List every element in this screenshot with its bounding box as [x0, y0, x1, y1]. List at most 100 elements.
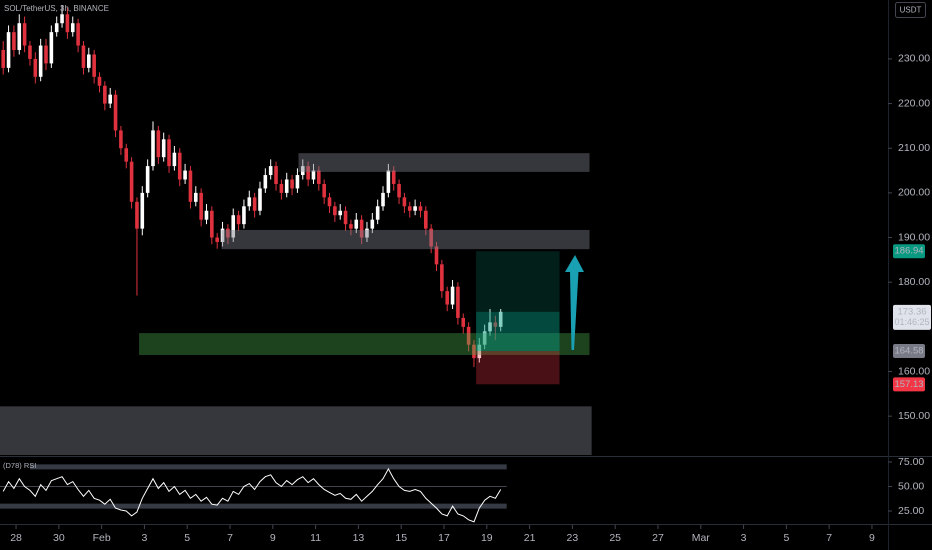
candle-body — [424, 210, 428, 229]
candle-body — [193, 192, 198, 202]
x-tick-label: 15 — [395, 532, 407, 544]
candle-body — [284, 179, 289, 193]
candle-body — [199, 192, 203, 220]
candle-body — [349, 224, 353, 229]
candle-body — [145, 166, 150, 193]
candle-body — [381, 192, 385, 207]
candle-body — [290, 179, 294, 189]
candle-body — [70, 23, 75, 33]
candle-body — [242, 206, 246, 225]
candle-body — [113, 94, 118, 131]
plot-layer — [0, 5, 592, 523]
candle-body — [108, 94, 112, 104]
currency-box[interactable] — [895, 2, 926, 18]
candle-body — [60, 14, 64, 24]
rsi-y-tick-label: 25.00 — [898, 505, 924, 517]
candle-body — [359, 219, 364, 238]
candle-body — [161, 139, 166, 158]
x-tick-label: 11 — [310, 532, 321, 544]
up-arrow — [565, 255, 584, 350]
candle-body — [445, 291, 450, 305]
x-tick-label: 23 — [567, 532, 579, 544]
candle-body — [306, 166, 310, 180]
candle-body — [461, 317, 466, 327]
candle-body — [151, 130, 155, 167]
x-tick-label: 9 — [270, 532, 276, 544]
candle-body — [434, 246, 439, 265]
x-tick-label: 3 — [142, 532, 148, 544]
symbol-title: SOL/TetherUS, 3h, BINANCE — [4, 4, 109, 13]
x-tick-label: Feb — [93, 532, 111, 544]
x-tick-label: 7 — [826, 532, 832, 544]
x-tick-label: 27 — [652, 532, 664, 544]
candle-body — [295, 175, 300, 189]
x-tick-label: 28 — [10, 532, 22, 544]
candle-body — [258, 188, 262, 211]
candle-body — [236, 215, 241, 225]
price-zone — [221, 229, 590, 250]
candle-body — [450, 286, 455, 305]
candle-body — [279, 183, 284, 193]
rsi-y-tick-label: 75.00 — [898, 456, 924, 468]
x-tick-label: 13 — [353, 532, 365, 544]
y-tick-label: 220.00 — [898, 97, 930, 109]
candle-body — [12, 32, 16, 51]
candle-body — [28, 45, 32, 59]
candle-body — [498, 311, 503, 327]
candle-body — [33, 58, 38, 77]
candle-body — [429, 228, 433, 247]
x-tick-label: 25 — [609, 532, 621, 544]
candle-body — [103, 85, 107, 104]
candle-body — [407, 206, 412, 211]
countdown: 01:46:25 — [894, 317, 929, 327]
candle-body — [17, 23, 22, 51]
candle-body — [354, 219, 359, 229]
candle-body — [140, 192, 145, 229]
candle-body — [375, 206, 380, 220]
candle-body — [204, 210, 209, 220]
y-tick-label: 200.00 — [898, 187, 930, 199]
y-tick-label: 160.00 — [898, 365, 930, 377]
x-tick-label: 17 — [438, 532, 450, 544]
candle-body — [215, 237, 219, 243]
candle-body — [300, 166, 305, 176]
target-price-bg — [893, 244, 925, 259]
candle-body — [129, 161, 134, 202]
entry-price-bg — [893, 344, 925, 359]
x-tick-label: 7 — [227, 532, 233, 544]
candle-body — [440, 264, 444, 292]
x-tick-label: Mar — [692, 532, 711, 544]
candle-body — [370, 219, 375, 229]
candle-body — [247, 197, 252, 207]
candle-body — [263, 175, 268, 189]
candle-body — [317, 170, 321, 184]
y-tick-label: 180.00 — [898, 276, 930, 288]
candle-body — [488, 322, 492, 332]
candle-body — [44, 45, 48, 64]
x-tick-label: 5 — [184, 532, 190, 544]
candle-body — [386, 170, 391, 193]
currency-label: USDT — [900, 6, 922, 15]
target-area — [476, 251, 560, 352]
candle-body — [156, 130, 161, 158]
candle-body — [402, 197, 407, 207]
price-zone — [298, 153, 590, 172]
candle-body — [97, 76, 102, 86]
candle-body — [333, 206, 337, 216]
candle-body — [397, 183, 401, 198]
candle-body — [322, 183, 326, 198]
y-tick-label: 190.00 — [898, 231, 930, 243]
profit-fill — [476, 311, 560, 352]
x-tick-label: 21 — [524, 532, 536, 544]
rsi-line — [2, 467, 502, 523]
x-tick-label: 3 — [741, 532, 747, 544]
candle-body — [472, 344, 476, 359]
candle-body — [482, 331, 487, 345]
candle-body — [327, 197, 332, 207]
rsi-y-tick-label: 50.00 — [898, 480, 924, 492]
candle-body — [65, 14, 70, 33]
candle-body — [124, 148, 129, 162]
candle-body — [183, 170, 187, 180]
